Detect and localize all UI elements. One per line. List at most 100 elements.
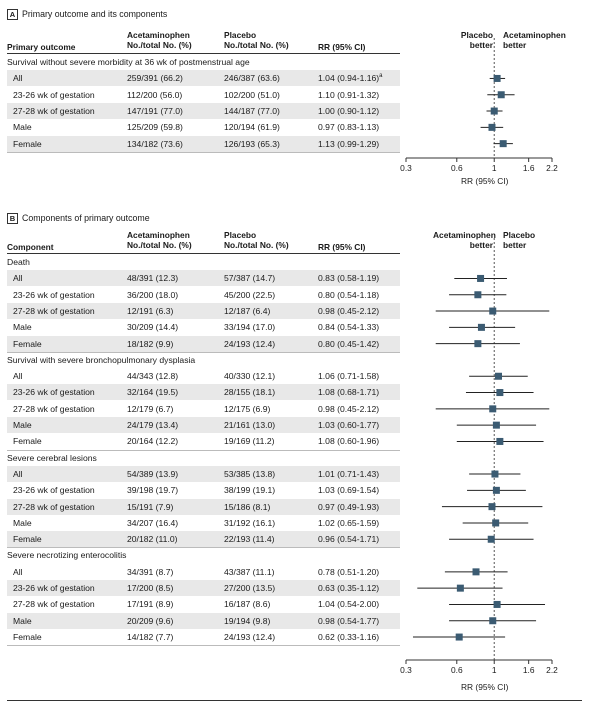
rr-value: 1.03 (0.69-1.54) (318, 485, 380, 496)
acetaminophen-value: 30/209 (14.4) (127, 322, 179, 333)
placebo-value: 38/199 (19.1) (224, 485, 276, 496)
acetaminophen-value: 48/391 (12.3) (127, 273, 179, 284)
table-row: 27-28 wk of gestation 15/191 (7.9) 15/186 … (7, 498, 400, 515)
table-row: Male 24/179 (13.4) 21/161 (13.0) 1.03 (0.60… (7, 417, 400, 433)
panel-a-title: Primary outcome and its components (22, 9, 168, 19)
section-rule (7, 449, 400, 451)
rr-value: 1.04 (0.94-1.16)a (318, 73, 383, 83)
table-row: All 34/391 (8.7) 43/387 (11.1) 0.78 (0.51-1… (7, 564, 400, 580)
row-label: All (13, 468, 23, 479)
bottom-rule (7, 700, 582, 701)
rr-marker (488, 123, 496, 131)
panel-b-favor-left-line1: Acetaminophen (433, 230, 496, 240)
table-row: Female 14/182 (7.7) 24/193 (12.4) 0.62 (0.3… (7, 629, 400, 645)
panel-b-favor-right-line2: better (503, 240, 527, 250)
table-row: 27-28 wk of gestation 12/191 (6.3) 12/187 … (7, 302, 400, 319)
panel-a-favor-left: Placebo better (455, 30, 493, 50)
panel-b-col-acet: Acetaminophen No./total No. (%) (127, 230, 192, 250)
acetaminophen-value: 14/182 (7.7) (127, 631, 174, 642)
rr-value: 1.08 (0.68-1.71) (318, 387, 380, 398)
acetaminophen-value: 36/200 (18.0) (127, 289, 179, 300)
row-label: All (13, 73, 23, 84)
panel-b-col-placebo-line2: No./total No. (%) (224, 240, 289, 250)
table-row: 23-26 wk of gestation 39/198 (19.7) 38/199… (7, 482, 400, 498)
rr-value: 0.97 (0.83-1.13) (318, 122, 380, 133)
row-label: Female (13, 436, 42, 447)
rr-marker (477, 274, 485, 282)
row-label: All (13, 566, 23, 577)
panel-a-header-rule (7, 53, 400, 54)
forest-svg: 0.3 0.6 1 1.6 2.2 (400, 238, 558, 675)
acetaminophen-value: 24/179 (13.4) (127, 420, 179, 430)
panel-a-favor-right: Acetaminophen better (503, 30, 566, 50)
rr-marker (489, 617, 497, 625)
row-label: 27-28 wk of gestation (13, 305, 95, 316)
row-label: 27-28 wk of gestation (13, 599, 95, 610)
rr-marker (489, 307, 497, 315)
section-title-row: Severe cerebral lesions (7, 450, 400, 466)
panel-b-heading: B Components of primary outcome (7, 212, 150, 224)
placebo-value: 19/194 (9.8) (224, 615, 271, 626)
table-row: 23-26 wk of gestation 36/200 (18.0) 45/200… (7, 287, 400, 303)
acetaminophen-value: 125/209 (59.8) (127, 122, 183, 133)
table-row: 27-28 wk of gestation 147/191 (77.0) 144/1… (7, 102, 400, 119)
rr-marker (477, 323, 485, 331)
acetaminophen-value: 44/343 (12.8) (127, 371, 179, 382)
table-row: Female 18/182 (9.9) 24/193 (12.4) 0.80 (0.4… (7, 335, 400, 352)
row-label: Female (13, 631, 42, 642)
table-row: 23-26 wk of gestation 17/200 (8.5) 27/200 … (7, 580, 400, 596)
rr-marker (490, 107, 498, 115)
acetaminophen-value: 32/164 (19.5) (127, 387, 179, 398)
placebo-value: 12/175 (6.9) (224, 403, 271, 414)
panel-b-forest-plot: 0.3 0.6 1 1.6 2.2 (400, 0, 589, 706)
rr-marker (496, 389, 504, 397)
table-row: 27-28 wk of gestation 12/179 (6.7) 12/175 … (7, 401, 400, 417)
rr-value: 0.83 (0.58-1.19) (318, 273, 380, 284)
placebo-value: 57/387 (14.7) (224, 273, 276, 284)
row-label: All (13, 371, 23, 382)
x-tick-label: 0.6 (451, 665, 463, 675)
rr-value: 0.96 (0.54-1.71) (318, 534, 380, 545)
section-title: Survival with severe bronchopulmonary dy… (7, 354, 196, 365)
x-tick-label: 1 (492, 665, 497, 675)
rr-value: 1.03 (0.60-1.77) (318, 420, 380, 430)
panel-a-col-outcome: Primary outcome (7, 42, 76, 52)
placebo-value: 15/186 (8.1) (224, 501, 271, 512)
rr-value: 0.98 (0.54-1.77) (318, 615, 380, 626)
placebo-value: 24/193 (12.4) (224, 631, 276, 642)
acetaminophen-value: 20/209 (9.6) (127, 615, 174, 626)
panel-b-axis-title: RR (95% CI) (461, 682, 509, 692)
rr-marker (492, 519, 500, 527)
row-label: Male (13, 420, 32, 430)
rr-value: 1.00 (0.90-1.12) (318, 105, 380, 116)
rr-value: 1.10 (0.91-1.32) (318, 89, 380, 100)
forest-svg: 0.3 0.6 1 1.6 2.2 (400, 38, 558, 173)
table-row: All 259/391 (66.2) 246/387 (63.6) 1.04 (0.9… (7, 70, 400, 87)
acetaminophen-value: 134/182 (73.6) (127, 138, 183, 149)
panel-b-favor-right: Placebo better (503, 230, 535, 250)
acetaminophen-value: 20/182 (11.0) (127, 534, 178, 545)
panel-b-favor-left: Acetaminophen better (433, 230, 496, 250)
acetaminophen-value: 54/389 (13.9) (127, 468, 179, 479)
rr-marker (488, 503, 496, 511)
section-rule (7, 351, 400, 353)
panel-a-col-placebo: Placebo No./total No. (%) (224, 30, 289, 50)
rr-value: 1.06 (0.71-1.58) (318, 371, 380, 382)
placebo-value: 21/161 (13.0) (224, 420, 276, 430)
row-label: 27-28 wk of gestation (13, 501, 95, 512)
acetaminophen-value: 12/179 (6.7) (127, 403, 174, 414)
placebo-value: 43/387 (11.1) (224, 566, 275, 577)
x-tick-label: 2.2 (546, 163, 558, 173)
panel-b-favor-right-line1: Placebo (503, 230, 536, 240)
placebo-value: 19/169 (11.2) (224, 436, 275, 447)
acetaminophen-value: 112/200 (56.0) (127, 89, 183, 100)
placebo-value: 22/193 (11.4) (224, 534, 275, 545)
x-tick-label: 2.2 (546, 665, 558, 675)
row-label: 23-26 wk of gestation (13, 583, 95, 593)
rr-marker (493, 600, 501, 608)
panel-b-col-rr: RR (95% CI) (318, 242, 366, 252)
rr-value: 0.78 (0.51-1.20) (318, 566, 380, 577)
panel-a-forest-plot: 0.3 0.6 1 1.6 2.2 (400, 0, 589, 200)
table-row: Male 34/207 (16.4) 31/192 (16.1) 1.02 (0.65… (7, 515, 400, 531)
panel-a-axis-title: RR (95% CI) (461, 176, 509, 186)
